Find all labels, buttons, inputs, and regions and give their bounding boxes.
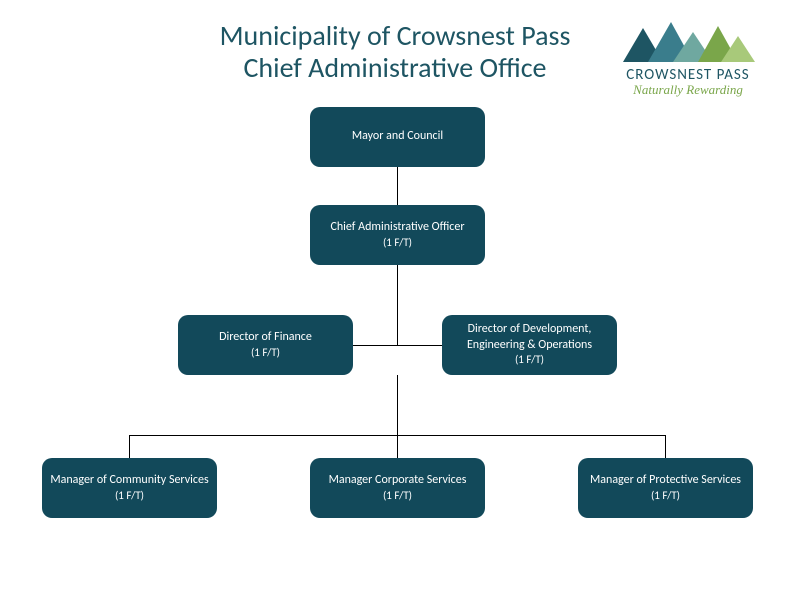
node-sublabel: (1 F/T) [651,489,680,503]
node-cao: Chief Administrative Officer (1 F/T) [310,205,485,265]
node-mayor-council: Mayor and Council [310,107,485,167]
node-label: Director of Finance [219,330,312,346]
connector [397,435,398,458]
node-sublabel: (1 F/T) [383,489,412,503]
node-label: Chief Administrative Officer [330,220,464,236]
mountains-icon [613,18,763,64]
brand-logo: CROWSNEST PASS Naturally Rewarding [608,18,768,98]
connector [397,167,398,205]
node-sublabel: (1 F/T) [515,353,544,367]
node-director-finance: Director of Finance (1 F/T) [178,315,353,375]
node-label: Manager of Community Services [50,473,208,489]
node-manager-corporate: Manager Corporate Services (1 F/T) [310,458,485,518]
connector [665,435,666,458]
connector [129,435,130,458]
node-label: Director of Development, Engineering & O… [450,322,609,353]
connector [397,265,398,345]
node-manager-community: Manager of Community Services (1 F/T) [42,458,217,518]
node-sublabel: (1 F/T) [383,236,412,250]
node-manager-protective: Manager of Protective Services (1 F/T) [578,458,753,518]
logo-text-tagline: Naturally Rewarding [608,82,768,98]
node-sublabel: (1 F/T) [251,346,280,360]
connector [397,375,398,435]
node-label: Mayor and Council [352,129,443,145]
node-label: Manager of Protective Services [590,473,741,489]
node-sublabel: (1 F/T) [115,489,144,503]
node-director-devops: Director of Development, Engineering & O… [442,315,617,375]
node-label: Manager Corporate Services [329,473,467,489]
connector [353,345,442,346]
